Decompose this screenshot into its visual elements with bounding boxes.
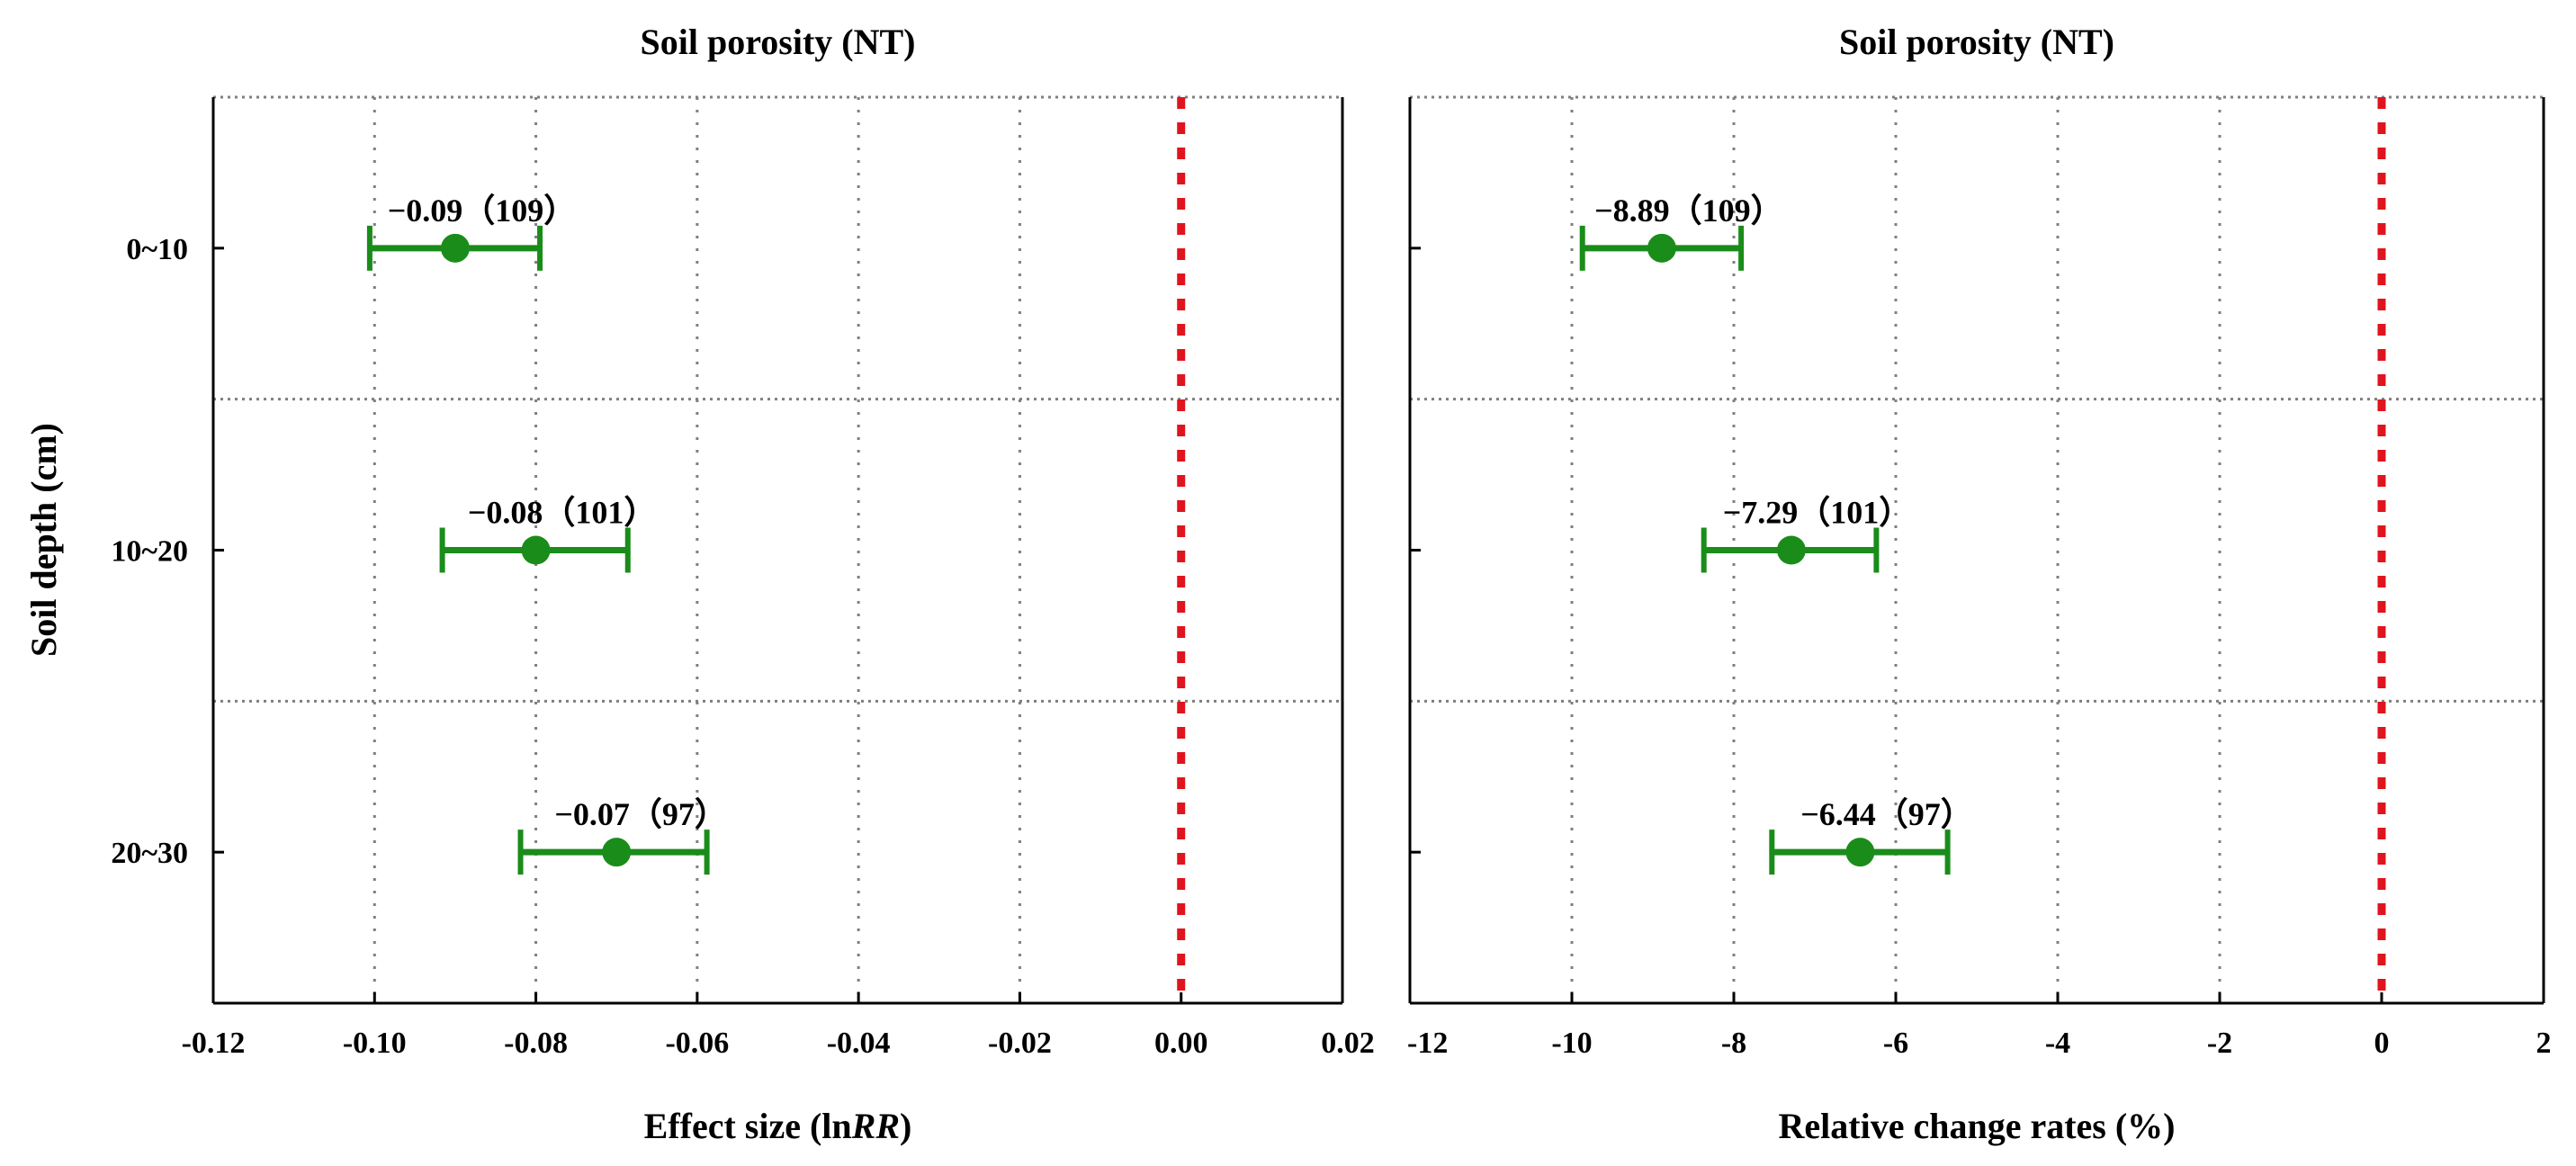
data-point[interactable]: [521, 535, 551, 565]
data-label: −7.29（101）: [1723, 495, 1912, 531]
chart-title: Soil porosity (NT): [1839, 22, 2114, 62]
data-point[interactable]: [1647, 233, 1676, 263]
data-label: −0.09（109）: [388, 193, 577, 229]
left-panel: -0.12 -0.10 -0.08 -0.06 -0.04 -0.02 0.00 0.02 0~…: [111, 22, 1374, 1146]
y-axis-label: Soil depth (cm): [23, 423, 64, 657]
x-tick-label: -0.06: [665, 1027, 729, 1060]
x-axis-label: Effect size (lnRR): [644, 1106, 912, 1146]
x-tick-label: -0.08: [504, 1027, 568, 1060]
data-label: −0.08（101）: [468, 495, 657, 531]
y-tick-label: 10~20: [111, 535, 188, 569]
x-tick-label: -6: [1883, 1027, 1908, 1060]
x-tick-label: -8: [1721, 1027, 1746, 1060]
x-tick-label: 0.02: [1321, 1027, 1375, 1060]
y-tick-label: 0~10: [126, 233, 188, 266]
x-tick-label: -2: [2207, 1027, 2232, 1060]
data-point[interactable]: [1845, 838, 1875, 867]
data-point[interactable]: [602, 838, 632, 867]
right-panel: -12 -10 -8 -6 -4 -2 0 2 Soil porosity (NT) Relati…: [1407, 22, 2552, 1146]
x-tick-label: -4: [2045, 1027, 2070, 1060]
y-tick-label: 20~30: [111, 837, 188, 870]
x-tick-label: 0.00: [1154, 1027, 1208, 1060]
data-label: −8.89（109）: [1594, 193, 1783, 229]
x-tick-label: -0.02: [988, 1027, 1052, 1060]
x-tick-label: -12: [1407, 1027, 1448, 1060]
x-tick-label: -0.10: [343, 1027, 407, 1060]
x-tick-label: -10: [1551, 1027, 1592, 1060]
x-tick-label: -0.12: [182, 1027, 246, 1060]
x-axis-label: Relative change rates (%): [1779, 1106, 2176, 1146]
data-label: −6.44（97）: [1800, 796, 1973, 832]
chart-title: Soil porosity (NT): [641, 22, 916, 62]
data-point[interactable]: [440, 233, 470, 263]
x-tick-label: -0.04: [827, 1027, 891, 1060]
x-tick-label: 0: [2374, 1027, 2390, 1060]
data-point[interactable]: [1776, 535, 1806, 565]
data-label: −0.07（97）: [554, 796, 727, 832]
x-tick-label: 2: [2536, 1027, 2552, 1060]
